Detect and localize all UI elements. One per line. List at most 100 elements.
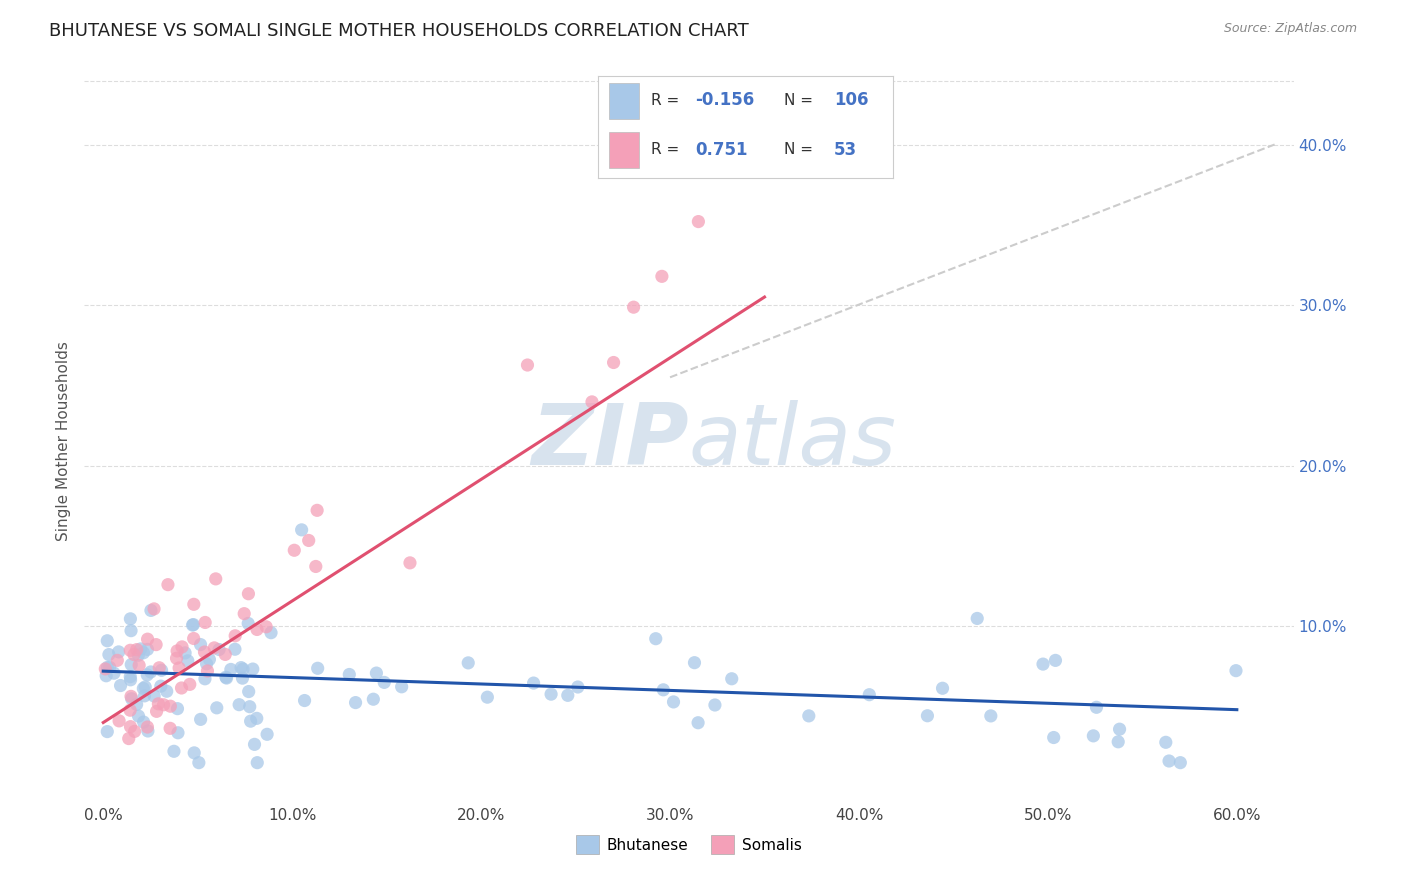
Point [1154,735,1177,749]
Point [238,684,260,698]
Point [202,640,225,655]
Point [224,642,246,657]
Point [159,722,181,736]
Point [143,602,166,616]
Point [567,680,589,694]
Point [246,711,269,725]
Point [98,660,121,674]
Point [980,709,1002,723]
Point [1168,756,1191,770]
Legend: Bhutanese, Somalis: Bhutanese, Somalis [569,830,808,860]
Point [477,690,499,705]
Bar [609,132,638,168]
Point [602,355,624,369]
Point [136,723,159,738]
Point [159,699,181,714]
Point [108,714,131,728]
Point [136,720,159,734]
Point [120,612,142,626]
Point [125,698,148,712]
Point [145,638,167,652]
Point [298,533,321,548]
Point [307,503,329,517]
Point [232,662,254,676]
Point [373,675,395,690]
Point [931,681,953,696]
Point [96,660,118,674]
Point [166,701,188,715]
Bar [609,83,638,119]
Point [148,661,170,675]
Y-axis label: Single Mother Households: Single Mother Households [56,342,72,541]
Point [136,668,159,682]
Point [208,642,231,657]
Point [190,712,212,726]
Point [120,657,142,672]
Point [120,670,142,684]
Point [132,681,155,696]
Point [139,665,162,679]
Point [1083,729,1105,743]
Point [121,691,143,706]
Point [96,633,118,648]
Text: ZIP: ZIP [531,400,689,483]
Point [127,648,149,663]
Point [242,662,264,676]
Point [120,690,142,704]
Point [96,669,118,683]
Point [118,731,141,746]
Text: R =: R = [651,93,683,108]
Point [720,672,742,686]
Point [540,687,562,701]
Point [305,559,328,574]
Point [623,300,645,314]
Point [163,744,186,758]
Point [181,618,204,632]
Point [457,656,479,670]
Point [204,572,226,586]
Point [129,641,152,656]
Point [120,720,142,734]
Point [228,698,250,712]
Point [219,662,242,676]
Point [128,658,150,673]
Point [1032,657,1054,672]
Point [651,269,673,284]
Point [260,625,283,640]
Point [152,698,174,712]
Point [125,642,148,657]
Point [166,651,188,665]
Point [122,648,145,662]
Point [183,617,205,632]
Point [1108,722,1130,736]
Text: 53: 53 [834,141,856,159]
Point [128,709,150,723]
Point [283,543,305,558]
Point [523,676,546,690]
Point [103,666,125,681]
Point [652,682,675,697]
Point [205,701,228,715]
Point [239,699,262,714]
Text: R =: R = [651,142,689,157]
Point [177,654,200,668]
Point [183,632,205,646]
Point [917,708,939,723]
Point [239,714,262,728]
Point [170,640,193,654]
Point [399,556,422,570]
Point [703,698,725,712]
Point [363,692,385,706]
Point [1225,664,1247,678]
Point [195,657,218,671]
Point [238,616,260,631]
Point [136,632,159,647]
Point [1085,700,1108,714]
Point [134,689,156,703]
Point [96,724,118,739]
Point [238,587,260,601]
Point [139,603,162,617]
Point [229,660,252,674]
Point [246,623,269,637]
Point [156,684,179,698]
